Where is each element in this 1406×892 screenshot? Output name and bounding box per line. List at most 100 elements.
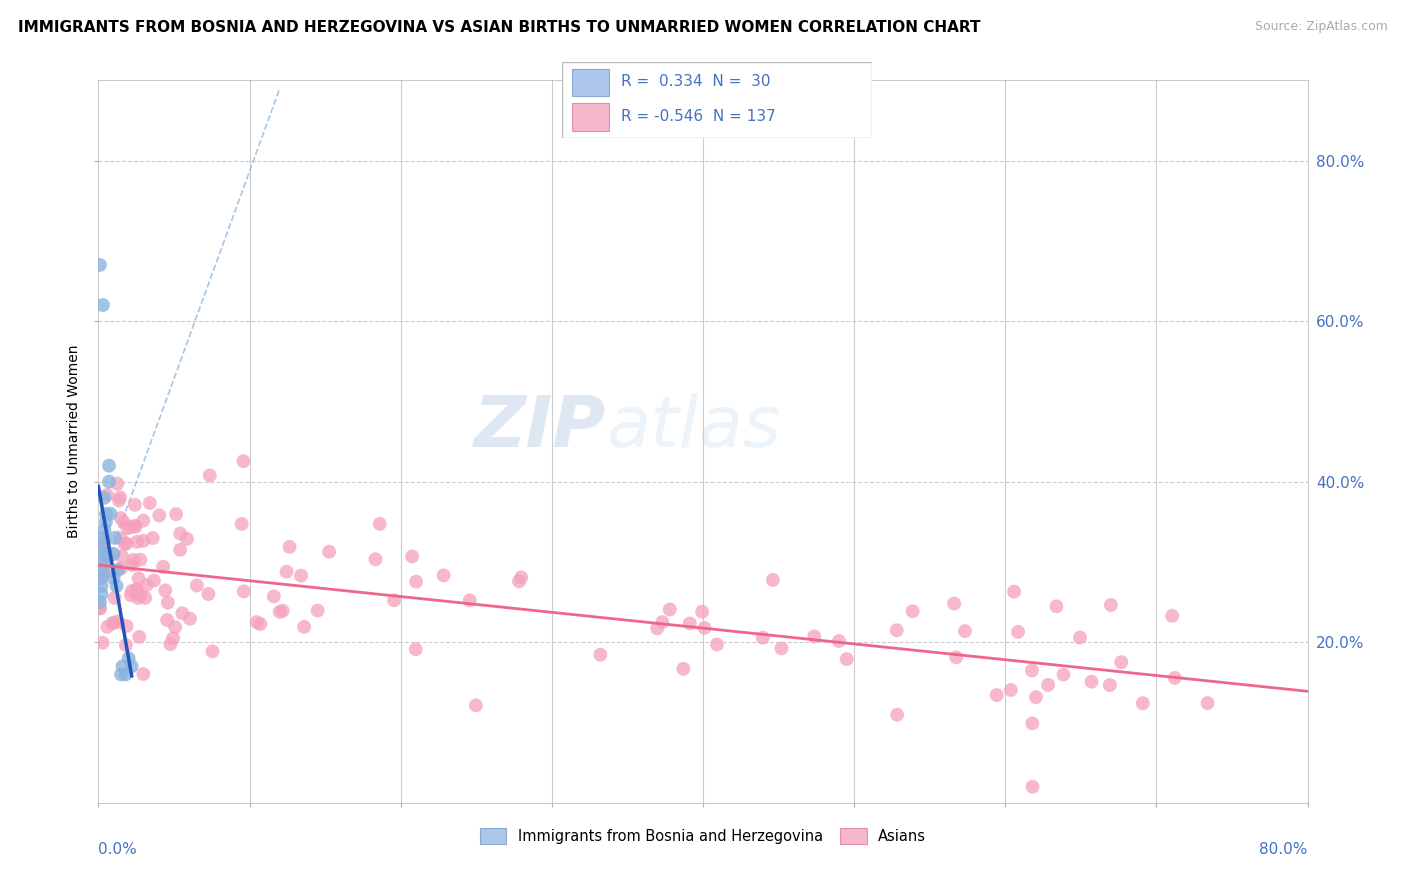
Point <box>93 535 115 549</box>
Point <box>115 638 138 652</box>
Point <box>132 514 155 528</box>
Point <box>945 650 967 665</box>
Point <box>108 490 131 504</box>
Point <box>245 615 267 629</box>
Point <box>232 584 254 599</box>
Point <box>901 604 924 618</box>
Point <box>118 651 141 665</box>
Point <box>159 637 181 651</box>
Point <box>120 520 142 534</box>
Point <box>271 604 294 618</box>
Point <box>1021 664 1043 678</box>
Point <box>90 587 112 601</box>
Point <box>1132 696 1154 710</box>
Point <box>651 615 673 629</box>
Point <box>165 507 187 521</box>
Point <box>91 298 114 312</box>
Point <box>94 547 117 561</box>
Point <box>1161 608 1184 623</box>
Point <box>100 507 122 521</box>
Point <box>94 555 117 569</box>
Point <box>91 636 114 650</box>
Point <box>986 688 1008 702</box>
Point <box>690 605 713 619</box>
Point <box>104 531 127 545</box>
Text: R =  0.334  N =  30: R = 0.334 N = 30 <box>621 74 770 89</box>
Point <box>125 583 148 598</box>
Point <box>886 707 908 722</box>
Point <box>148 508 170 523</box>
Point <box>91 547 114 561</box>
Point <box>114 537 136 551</box>
Point <box>115 619 138 633</box>
Point <box>1002 584 1025 599</box>
Point <box>307 603 329 617</box>
Point <box>179 612 201 626</box>
Point <box>318 544 340 558</box>
Point <box>94 515 117 529</box>
Point <box>89 595 111 609</box>
Point <box>828 634 851 648</box>
Point <box>433 568 456 582</box>
Point <box>508 574 530 589</box>
Point <box>278 540 301 554</box>
Point <box>110 511 132 525</box>
Point <box>115 536 138 550</box>
Point <box>139 496 162 510</box>
Point <box>176 532 198 546</box>
Point <box>405 574 427 589</box>
Point <box>155 583 177 598</box>
Point <box>658 602 681 616</box>
Point <box>121 558 143 572</box>
Point <box>125 582 148 597</box>
Point <box>162 632 184 646</box>
Point <box>1109 655 1132 669</box>
Point <box>110 532 132 546</box>
Point <box>943 597 966 611</box>
Point <box>132 667 155 681</box>
Point <box>186 578 208 592</box>
Point <box>91 539 114 553</box>
Point <box>114 667 136 681</box>
Point <box>89 601 111 615</box>
Point <box>124 498 146 512</box>
Point <box>693 621 716 635</box>
Point <box>835 652 858 666</box>
Point <box>169 542 191 557</box>
Point <box>201 644 224 658</box>
Point <box>752 631 775 645</box>
Point <box>91 563 114 577</box>
Point <box>112 516 135 530</box>
Point <box>1021 716 1043 731</box>
Point <box>1080 674 1102 689</box>
FancyBboxPatch shape <box>562 62 872 138</box>
Point <box>108 493 131 508</box>
Point <box>1099 598 1122 612</box>
Point <box>465 698 488 713</box>
Point <box>101 547 124 561</box>
Point <box>117 521 139 535</box>
Point <box>121 584 143 599</box>
Point <box>132 533 155 548</box>
Point <box>121 659 143 673</box>
Point <box>128 630 150 644</box>
Point <box>803 629 825 643</box>
Point <box>1098 678 1121 692</box>
Point <box>1025 690 1047 705</box>
Point <box>1000 682 1022 697</box>
Point <box>364 552 387 566</box>
Point <box>93 491 115 505</box>
Point <box>169 526 191 541</box>
Text: IMMIGRANTS FROM BOSNIA AND HERZEGOVINA VS ASIAN BIRTHS TO UNMARRIED WOMEN CORREL: IMMIGRANTS FROM BOSNIA AND HERZEGOVINA V… <box>18 20 981 35</box>
Point <box>124 519 146 533</box>
Point <box>110 561 132 575</box>
Point <box>103 547 125 561</box>
Point <box>1045 599 1067 614</box>
Point <box>152 559 174 574</box>
Point <box>128 571 150 585</box>
Point <box>90 579 112 593</box>
Point <box>1164 671 1187 685</box>
Point <box>135 578 157 592</box>
Legend: Immigrants from Bosnia and Herzegovina, Asians: Immigrants from Bosnia and Herzegovina, … <box>474 822 932 850</box>
Point <box>101 616 124 631</box>
